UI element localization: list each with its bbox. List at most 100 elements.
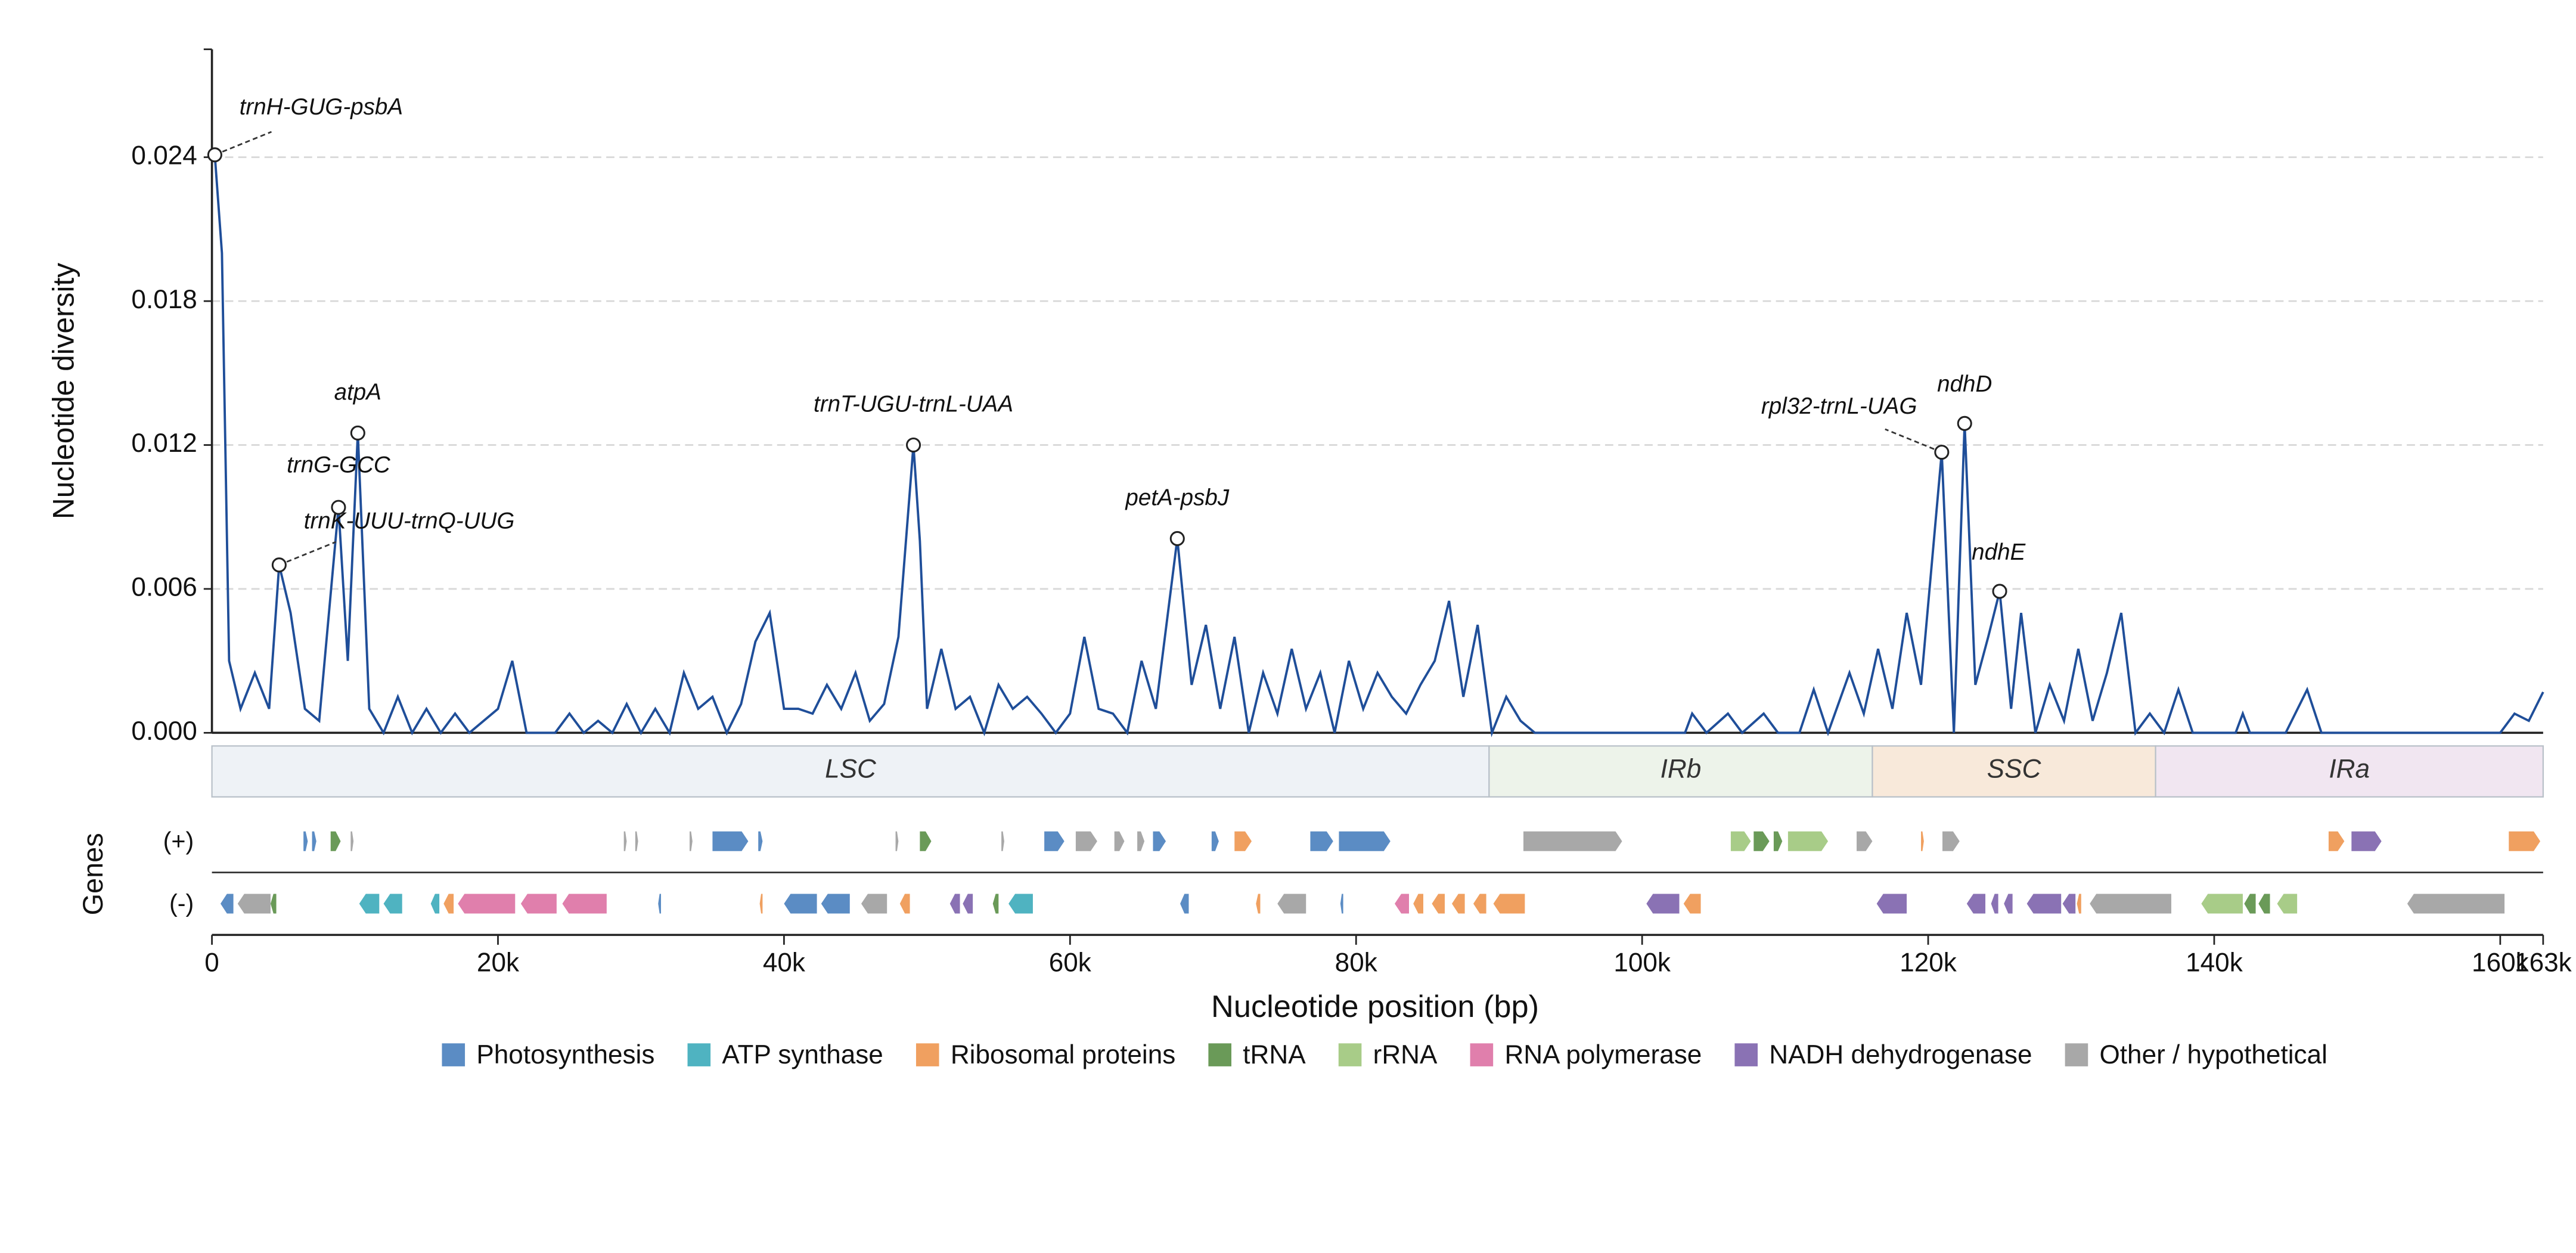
- annotation-marker: [1957, 415, 1972, 431]
- x-tick-label: 163k: [2515, 948, 2572, 978]
- gene-arrow: [1044, 831, 1064, 851]
- gene-arrow: [1413, 894, 1424, 914]
- gene-arrow: [2004, 894, 2013, 914]
- gene-arrow: [270, 894, 277, 914]
- gene-arrow: [920, 831, 932, 851]
- gene-arrow: [2277, 894, 2298, 914]
- gene-arrow: [623, 831, 627, 851]
- x-tick-label: 20k: [477, 948, 520, 978]
- y-tick-label: 0.024: [131, 141, 197, 170]
- legend-swatch: [687, 1043, 711, 1066]
- gene-arrow: [2026, 894, 2062, 914]
- gene-arrow: [1730, 831, 1751, 851]
- gene-arrow: [758, 831, 763, 851]
- gene-arrow: [1277, 894, 1306, 914]
- legend-label: Other / hypothetical: [2100, 1040, 2327, 1069]
- legend-label: Ribosomal proteins: [951, 1040, 1175, 1069]
- x-tick-label: 140k: [2186, 948, 2243, 978]
- gene-arrow: [2407, 894, 2505, 914]
- annotation-label: trnH-GUG-psbA: [240, 94, 403, 120]
- region-band: [211, 745, 1490, 798]
- legend-label: Photosynthesis: [476, 1040, 654, 1069]
- annotation-label: ndhE: [1972, 539, 2026, 565]
- gene-arrow: [784, 894, 817, 914]
- annotation-marker: [1934, 445, 1950, 460]
- gene-arrow: [303, 831, 308, 851]
- x-tick-label: 160k: [2472, 948, 2530, 978]
- legend-label: tRNA: [1243, 1040, 1306, 1069]
- gene-arrow: [1180, 894, 1189, 914]
- x-tick-label: 60k: [1049, 948, 1092, 978]
- gene-arrow: [1787, 831, 1829, 851]
- gene-arrow: [712, 831, 749, 851]
- legend-swatch: [442, 1043, 465, 1066]
- gene-arrow: [899, 894, 910, 914]
- gene-arrow: [1153, 831, 1166, 851]
- gene-arrow: [2077, 894, 2081, 914]
- annotation-marker: [271, 557, 287, 573]
- gene-arrow: [949, 894, 960, 914]
- gene-arrow: [658, 894, 662, 914]
- x-tick-label: 120k: [1900, 948, 1957, 978]
- gene-arrow: [2244, 894, 2256, 914]
- region-band: [2155, 745, 2544, 798]
- gene-arrow: [821, 894, 850, 914]
- gene-arrow: [2090, 894, 2171, 914]
- gene-arrow: [1876, 894, 1907, 914]
- gene-arrow: [1683, 894, 1701, 914]
- x-tick-label: 0: [204, 948, 219, 978]
- minus-strand-label: (-): [169, 890, 194, 917]
- annotation-label: rpl32-trnL-UAG: [1761, 393, 1917, 419]
- y-tick-label: 0.018: [131, 285, 197, 314]
- legend-label: NADH dehydrogenase: [1769, 1040, 2032, 1069]
- gene-arrow: [359, 894, 380, 914]
- annotation-label: atpA: [334, 379, 381, 405]
- annotation-label: petA-psbJ: [1125, 485, 1229, 510]
- gene-arrow: [895, 831, 899, 851]
- region-label: SSC: [1987, 754, 2042, 783]
- gene-arrow: [1339, 831, 1391, 851]
- gene-arrow: [520, 894, 557, 914]
- gene-arrow: [1493, 894, 1525, 914]
- gene-arrow: [443, 894, 454, 914]
- gene-arrow: [330, 831, 341, 851]
- gene-arrow: [1211, 831, 1219, 851]
- gene-arrow: [759, 894, 763, 914]
- gene-arrow: [1008, 894, 1033, 914]
- gene-arrow: [1451, 894, 1465, 914]
- x-axis-title: Nucleotide position (bp): [1211, 990, 1539, 1024]
- gene-arrow: [1234, 831, 1252, 851]
- gene-arrow: [1114, 831, 1125, 851]
- annotation-leader: [214, 131, 272, 156]
- gene-arrow: [2201, 894, 2243, 914]
- gene-arrow: [458, 894, 516, 914]
- genes-title: Genes: [77, 833, 108, 915]
- gene-arrow: [1001, 831, 1004, 851]
- gene-arrow: [1432, 894, 1445, 914]
- gene-arrow: [2328, 831, 2345, 851]
- y-axis-title: Nucleotide diversity: [46, 263, 80, 519]
- annotation-marker: [350, 425, 365, 441]
- gene-arrow: [1137, 831, 1145, 851]
- gene-arrow: [1921, 831, 1924, 851]
- annotation-label: trnT-UGU-trnL-UAA: [814, 392, 1013, 417]
- legend-swatch: [1338, 1043, 1362, 1066]
- gene-arrow: [430, 894, 440, 914]
- gene-arrow: [861, 894, 887, 914]
- gene-arrow: [1942, 831, 1960, 851]
- gene-arrow: [220, 894, 234, 914]
- y-tick-label: 0.000: [131, 717, 197, 746]
- annotation-marker: [207, 147, 222, 163]
- gene-arrow: [1340, 894, 1343, 914]
- legend-label: RNA polymerase: [1504, 1040, 1702, 1069]
- gene-arrow: [2062, 894, 2076, 914]
- annotation-leader: [1885, 428, 1942, 453]
- legend-swatch: [2065, 1043, 2088, 1066]
- gene-arrow: [1753, 831, 1770, 851]
- annotation-marker: [331, 500, 346, 515]
- annotation-marker: [1169, 531, 1185, 546]
- diversity-line: [213, 154, 2544, 737]
- gene-arrow: [1256, 894, 1261, 914]
- gene-arrow: [383, 894, 402, 914]
